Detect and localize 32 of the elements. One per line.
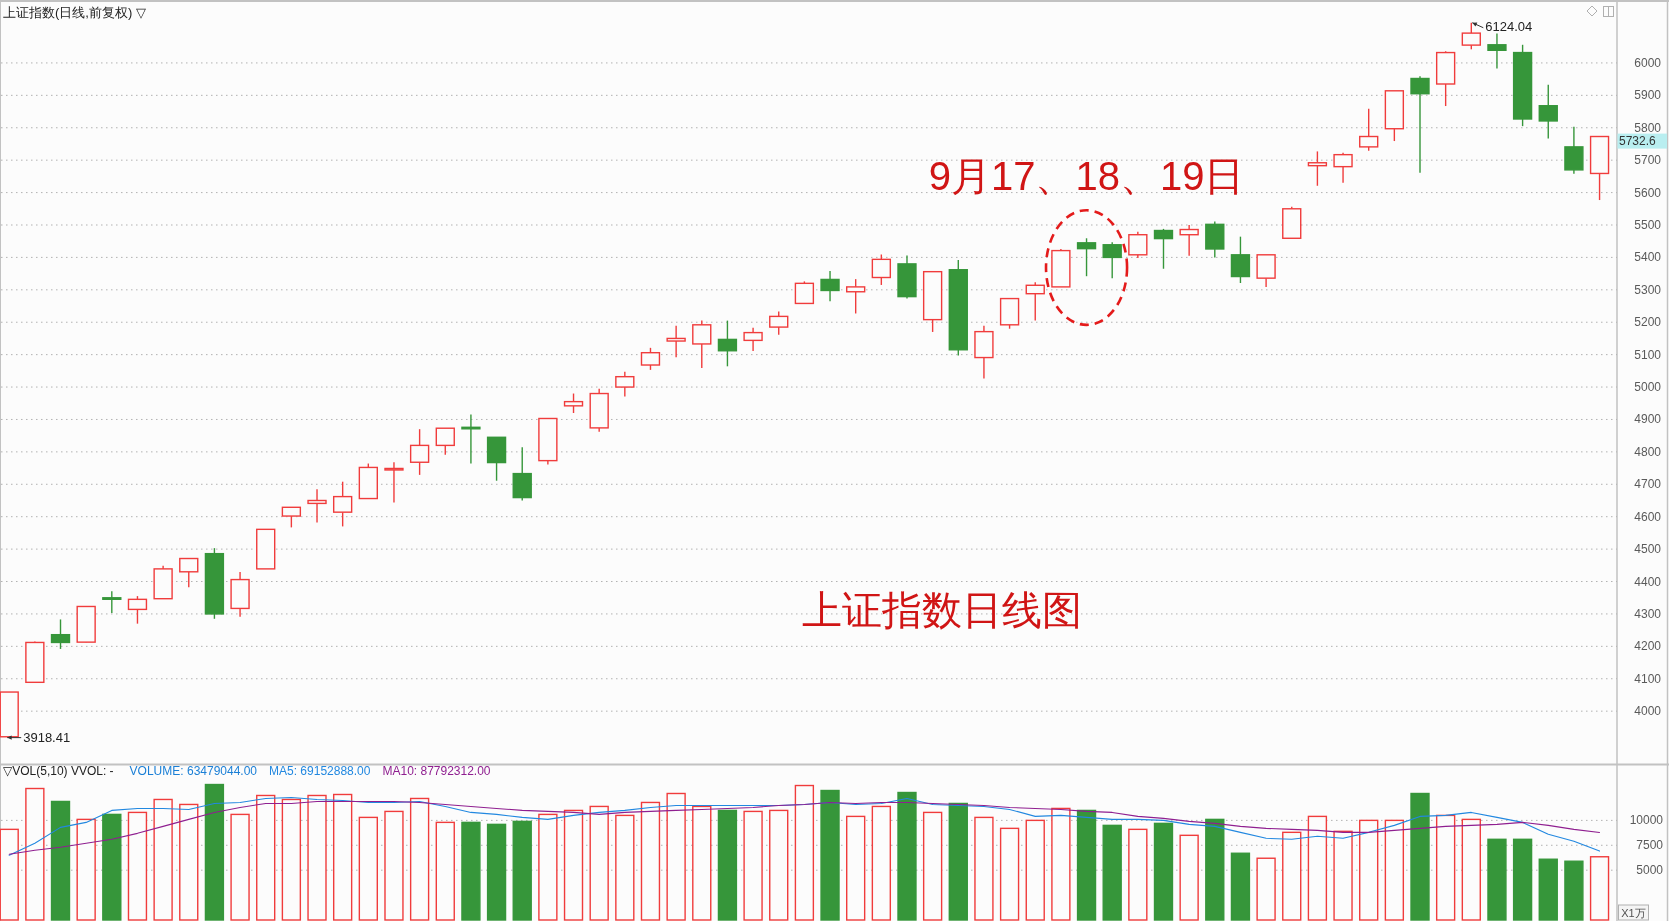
y-tick-label: 5600 <box>1634 185 1662 200</box>
y-tick-label: 5700 <box>1634 153 1662 168</box>
y-tick-label: 5300 <box>1634 282 1662 297</box>
header: 上证指数(日线,前复权) ▽ <box>3 4 146 20</box>
y-tick-label: 5400 <box>1634 250 1662 265</box>
y-tick-label: 5500 <box>1634 217 1662 232</box>
y-tick-label: 4800 <box>1634 444 1662 459</box>
annotation: 9月17、18、19日 <box>928 154 1245 199</box>
y-tick-label: 7500 <box>1636 838 1664 853</box>
y-tick-label: 4100 <box>1634 671 1662 686</box>
y-tick-label: 5000 <box>1634 380 1662 395</box>
y-tick-label: 4900 <box>1634 412 1662 427</box>
annotation: 上证指数日线图 <box>801 587 1082 632</box>
y-tick-label: 5900 <box>1634 88 1662 103</box>
header: ▽VOL(5,10) VVOL: - VOLUME: 63479044.00 <box>3 764 258 778</box>
y-tick-label: 10000 <box>1629 813 1664 828</box>
y-tick-label: 4600 <box>1634 509 1662 524</box>
y-tick-label: 4300 <box>1634 606 1662 621</box>
y-tick-label: 5800 <box>1634 120 1662 135</box>
annotation: 3918.41 <box>23 730 71 746</box>
y-tick-label: 4200 <box>1634 639 1662 654</box>
y-tick-label: 6000 <box>1634 55 1662 70</box>
legend: MA5: 69152888.00 MA10: 87792312.00 <box>269 764 491 778</box>
y-tick-label: 4700 <box>1634 477 1662 492</box>
y-tick-label: 4000 <box>1634 704 1662 719</box>
y-tick-label: 5000 <box>1636 863 1664 878</box>
annotation: 6124.04 <box>1485 19 1533 35</box>
y-tick-label: 4400 <box>1634 574 1662 589</box>
y-tick-label: 5100 <box>1634 347 1662 362</box>
y-tick-label: 5200 <box>1634 315 1662 330</box>
y-tick-label: 4500 <box>1634 542 1662 557</box>
y-axis-title: X1万 <box>1618 904 1649 921</box>
